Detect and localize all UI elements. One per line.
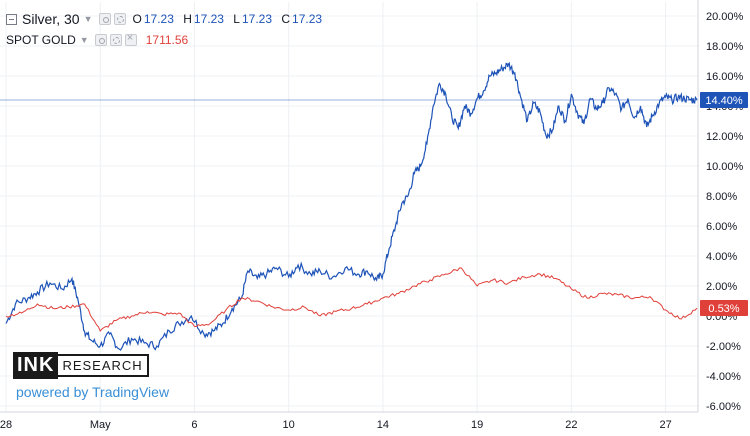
open-value: 17.23: [143, 12, 174, 26]
y-tick-label: -2.00%: [706, 341, 741, 353]
x-tick-label: 14: [377, 419, 389, 431]
x-tick-label: 6: [191, 419, 197, 431]
y-tick-label: 6.00%: [706, 221, 737, 233]
silver-last-value-badge: [700, 92, 748, 108]
y-tick-label: 8.00%: [706, 191, 737, 203]
chevron-down-icon[interactable]: ▼: [83, 14, 93, 24]
y-tick-label: 10.00%: [706, 161, 744, 173]
gear-icon[interactable]: [113, 13, 126, 25]
close-icon[interactable]: [124, 32, 137, 46]
x-tick-label: 10: [283, 419, 295, 431]
y-tick-label: -4.00%: [706, 371, 741, 383]
gold-series-line: [5, 267, 698, 332]
y-tick-label: 4.00%: [706, 251, 737, 263]
powered-by-link[interactable]: powered by TradingView: [16, 384, 170, 400]
gold-last-value-badge: [700, 300, 748, 317]
gear-icon[interactable]: [109, 34, 122, 46]
legend-silver[interactable]: Silver, 30 ▼ O 17.23 H 17.23 L 17.23 C 17.23: [6, 10, 322, 28]
silver-symbol[interactable]: Silver, 30: [22, 11, 80, 27]
close-value: 17.23: [292, 12, 323, 26]
series-layer: [0, 61, 698, 351]
x-tick-label: 28: [0, 419, 12, 431]
legend-gold[interactable]: SPOT GOLD ▼ 1711.56: [6, 31, 188, 49]
chevron-down-icon[interactable]: ▼: [79, 35, 89, 45]
last-value-label: 0.53%: [708, 303, 739, 315]
collapse-icon[interactable]: [6, 13, 17, 25]
gold-value: 1711.56: [145, 33, 189, 47]
ohlc-values: O 17.23 H 17.23 L 17.23 C 17.23: [132, 12, 323, 26]
y-tick-label: 12.00%: [706, 131, 744, 143]
y-tick-label: 16.00%: [706, 71, 744, 83]
ink-research-logo: INK RESEARCH: [13, 352, 149, 379]
y-tick-label: -6.00%: [706, 401, 741, 413]
y-tick-label: 20.00%: [706, 11, 744, 23]
eye-icon[interactable]: [98, 13, 111, 25]
last-value-label: 14.40%: [705, 95, 743, 107]
x-tick-label: May: [90, 419, 111, 431]
high-value: 17.23: [193, 12, 224, 26]
x-tick-label: 22: [565, 419, 577, 431]
logo-research: RESEARCH: [56, 354, 149, 377]
low-value: 17.23: [241, 12, 272, 26]
x-tick-label: 19: [471, 419, 483, 431]
x-tick-label: 27: [659, 419, 671, 431]
y-tick-label: 2.00%: [706, 281, 737, 293]
grid: [0, 2, 698, 412]
eye-icon[interactable]: [94, 34, 107, 46]
logo-ink: INK: [13, 352, 59, 379]
gold-symbol[interactable]: SPOT GOLD: [6, 33, 76, 47]
y-tick-label: 18.00%: [706, 41, 744, 53]
silver-series-line: [5, 61, 698, 351]
